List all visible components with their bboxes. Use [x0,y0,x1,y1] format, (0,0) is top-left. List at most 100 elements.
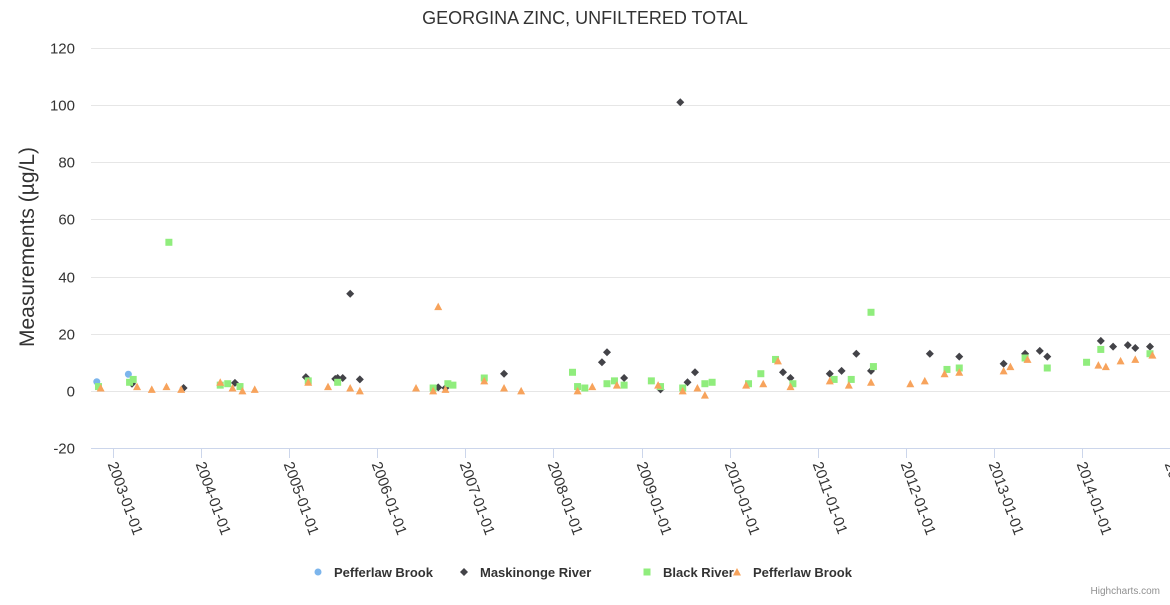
data-point[interactable] [955,352,964,361]
data-point[interactable] [869,363,877,371]
data-point[interactable] [1101,362,1110,371]
data-point[interactable] [429,386,438,395]
data-point[interactable] [742,381,751,389]
data-point[interactable] [620,374,629,382]
data-point[interactable] [1116,356,1125,365]
data-point[interactable] [825,376,834,385]
data-point[interactable] [847,375,855,383]
data-point[interactable] [620,381,628,389]
data-point[interactable] [603,380,611,388]
data-point[interactable] [852,349,861,358]
data-point[interactable] [238,386,247,395]
data-point[interactable] [597,358,606,367]
data-point[interactable] [165,238,173,246]
data-point[interactable] [773,356,782,365]
data-point[interactable] [759,379,768,388]
data-point[interactable] [612,381,621,389]
data-point[interactable] [1023,355,1032,363]
data-point[interactable] [581,384,589,392]
data-point[interactable] [844,381,853,389]
legend-symbol[interactable] [460,568,468,576]
data-point[interactable] [789,380,797,388]
data-point[interactable] [757,370,765,378]
data-point[interactable] [126,378,134,386]
data-point[interactable] [94,383,102,391]
data-point[interactable] [355,386,364,395]
data-point[interactable] [304,378,313,386]
legend-item[interactable]: Black River [643,565,734,580]
data-point[interactable] [1131,344,1140,352]
data-point[interactable] [683,378,692,387]
data-point[interactable] [708,378,716,386]
data-point[interactable] [449,381,457,389]
data-point[interactable] [1043,352,1052,361]
data-point[interactable] [346,384,355,392]
data-point[interactable] [1096,336,1105,345]
data-point[interactable] [412,384,421,392]
data-point[interactable] [147,385,156,393]
data-point[interactable] [569,368,577,376]
data-point[interactable] [772,355,780,363]
data-point[interactable] [334,378,342,386]
data-point[interactable] [602,348,611,357]
data-point[interactable] [1148,351,1157,359]
data-point[interactable] [133,382,142,391]
data-point[interactable] [867,308,875,316]
data-point[interactable] [701,380,709,388]
data-point[interactable] [676,98,685,107]
data-point[interactable] [867,378,876,386]
data-point[interactable] [1146,350,1154,358]
legend-symbol[interactable] [733,568,741,576]
data-point[interactable] [573,386,582,395]
legend-symbol[interactable] [643,568,651,576]
data-point[interactable] [943,365,951,373]
data-point[interactable] [786,374,795,382]
data-point[interactable] [1094,361,1103,369]
data-point[interactable] [434,302,443,311]
legend-item[interactable]: Pefferlaw Brook [733,565,853,580]
data-point[interactable] [745,380,753,388]
data-point[interactable] [955,368,964,376]
data-point[interactable] [250,385,259,393]
data-point[interactable] [647,377,655,385]
data-point[interactable] [236,383,244,391]
data-point[interactable] [999,366,1008,375]
data-point[interactable] [96,384,105,392]
data-point[interactable] [574,383,582,391]
data-point[interactable] [1097,345,1105,353]
legend-symbol[interactable] [314,568,322,576]
data-point[interactable] [1123,341,1132,350]
data-point[interactable] [1083,358,1091,366]
data-point[interactable] [480,376,489,385]
data-point[interactable] [588,382,597,391]
data-point[interactable] [690,368,699,377]
data-point[interactable] [955,364,963,372]
data-point[interactable] [346,289,355,298]
data-point[interactable] [1109,342,1118,351]
data-point[interactable] [700,391,709,399]
data-point[interactable] [654,381,663,389]
data-point[interactable] [355,375,364,384]
data-point[interactable] [177,385,186,393]
data-point[interactable] [1145,342,1154,351]
legend-item[interactable]: Maskinonge River [460,565,591,580]
data-point[interactable] [678,386,687,395]
data-point[interactable] [162,382,171,391]
data-point[interactable] [999,359,1008,368]
data-point[interactable] [1131,355,1140,363]
data-point[interactable] [906,379,915,388]
credits-link[interactable]: Highcharts.com [1091,586,1160,597]
data-point[interactable] [1021,354,1029,362]
data-point[interactable] [830,375,838,383]
data-point[interactable] [444,380,452,388]
data-point[interactable] [940,369,949,378]
data-point[interactable] [610,377,618,385]
data-point[interactable] [837,366,846,375]
data-point[interactable] [500,384,509,392]
data-point[interactable] [825,369,834,378]
data-point[interactable] [1043,364,1051,372]
data-point[interactable] [129,375,137,383]
data-point[interactable] [779,368,788,377]
legend-item[interactable]: Pefferlaw Brook [314,565,434,580]
data-point[interactable] [228,384,237,392]
